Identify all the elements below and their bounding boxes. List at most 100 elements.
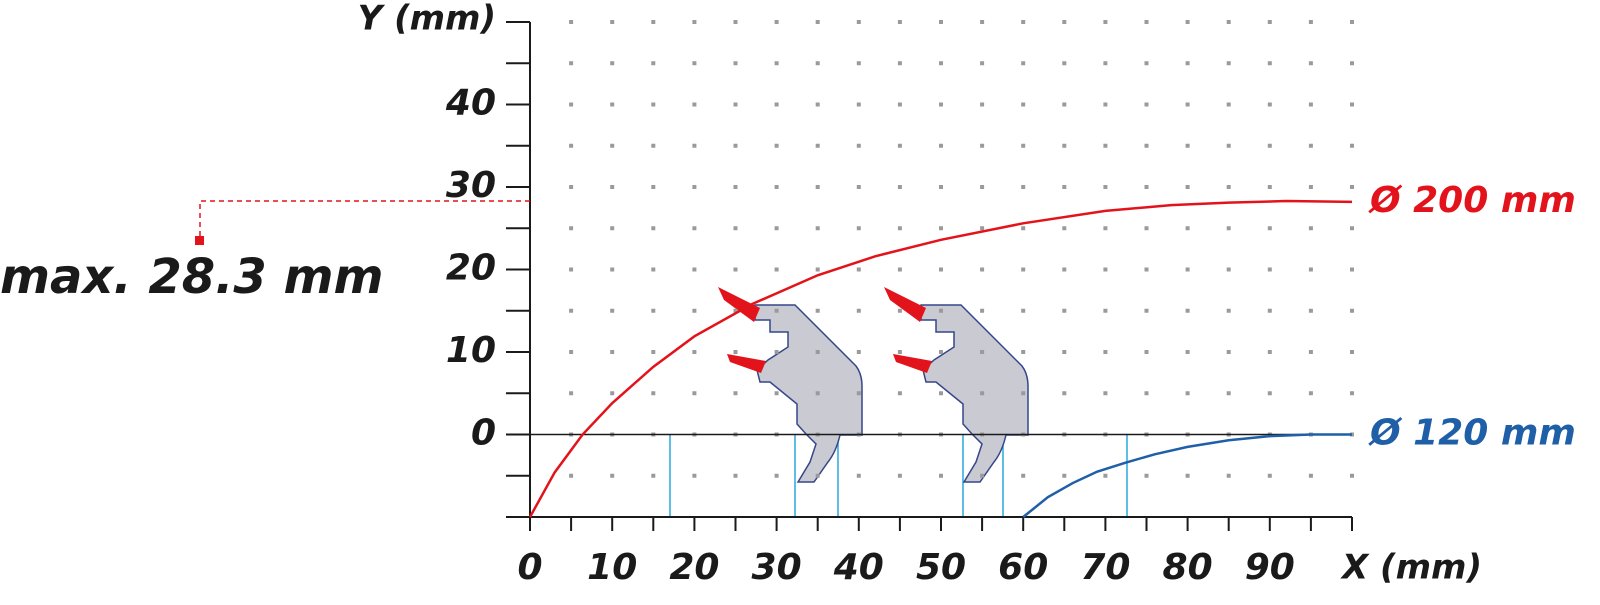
grid-dot: [1308, 226, 1313, 231]
grid-dot: [856, 226, 861, 231]
grid-dot: [1021, 226, 1026, 231]
x-tick-label: 0: [517, 547, 542, 588]
seal-profile: [718, 287, 863, 483]
grid-dot: [1021, 185, 1026, 189]
wiper-lip: [727, 354, 766, 373]
grid-dot: [1267, 185, 1272, 189]
grid-dot: [1144, 185, 1149, 189]
grid-dot: [939, 267, 943, 272]
grid-dot: [1103, 308, 1108, 313]
grid-dot: [651, 20, 656, 24]
grid-dot: [1350, 391, 1354, 396]
grid-dot: [651, 473, 656, 478]
grid-dot: [939, 473, 943, 478]
grid-dot: [1226, 143, 1231, 148]
grid-dot: [980, 267, 985, 272]
grid-dot: [651, 185, 656, 189]
grid-dot: [610, 20, 615, 24]
grid-dot: [610, 308, 615, 313]
annotation-marker: [195, 236, 204, 245]
grid-dot: [1267, 391, 1272, 396]
grid-dot: [733, 350, 738, 354]
legend-label: Ø 120 mm: [1368, 413, 1576, 454]
grid-dot: [1144, 102, 1149, 107]
grid-dot: [569, 308, 574, 313]
grid-dot: [569, 61, 574, 66]
grid-dot: [651, 61, 656, 66]
grid-dot: [1267, 226, 1272, 231]
y-tick-label: 30: [446, 165, 496, 206]
grid-dot: [610, 267, 615, 272]
grid-dot: [1062, 350, 1067, 354]
grid-dot: [610, 391, 615, 396]
grid-dot: [1103, 350, 1108, 354]
grid-dot: [1226, 61, 1231, 66]
grid-dot: [897, 350, 902, 354]
y-tick-label: 40: [445, 83, 496, 124]
grid-dot: [692, 267, 697, 272]
grid-dot: [1185, 20, 1190, 24]
y-tick-label: 20: [446, 248, 496, 289]
grid-dot: [1144, 308, 1149, 313]
x-tick-label: 70: [1080, 547, 1130, 588]
grid-dot: [980, 308, 985, 313]
grid-dot: [569, 226, 574, 231]
grid-dot: [856, 308, 861, 313]
wiper-lip: [893, 354, 932, 373]
grid-dot: [774, 20, 779, 24]
grid-dot: [1350, 61, 1354, 66]
grid-dot: [774, 102, 779, 107]
grid-dot: [774, 143, 779, 148]
grid-dot: [1308, 20, 1313, 24]
grid-dot: [733, 20, 738, 24]
grid-dot: [980, 350, 985, 354]
grid-dot: [733, 143, 738, 148]
grid-dot: [610, 350, 615, 354]
grid-dot: [1350, 350, 1354, 354]
grid-dot: [774, 185, 779, 189]
grid-dot: [980, 102, 985, 107]
grid-dot: [610, 473, 615, 478]
grid-dot: [815, 20, 820, 24]
grid-dot: [1226, 102, 1231, 107]
grid-dot: [980, 185, 985, 189]
x-tick-label: 50: [916, 547, 966, 588]
grid-dot: [897, 473, 902, 478]
grid-dot: [1144, 143, 1149, 148]
grid-dot: [1350, 143, 1354, 148]
grid-dot: [1350, 267, 1354, 272]
grid-dot: [569, 185, 574, 189]
grid-dot: [1062, 143, 1067, 148]
grid-dot: [815, 267, 820, 272]
grid-dot: [1062, 20, 1067, 24]
grid-dot: [774, 308, 779, 313]
grid-dot: [1350, 308, 1354, 313]
grid-dot: [939, 226, 943, 231]
x-tick-label: 20: [669, 547, 719, 588]
grid-dot: [1185, 350, 1190, 354]
grid-dot: [856, 391, 861, 396]
grid-dot: [569, 143, 574, 148]
grid-dot: [815, 143, 820, 148]
grid-dot: [1185, 391, 1190, 396]
grid-dot: [651, 226, 656, 231]
grid-dot: [1267, 143, 1272, 148]
profiles: [718, 287, 1029, 483]
grid-dot: [692, 61, 697, 66]
grid-dot: [651, 267, 656, 272]
grid-dot: [733, 473, 738, 478]
grid-dot: [1308, 143, 1313, 148]
grid-dot: [1103, 185, 1108, 189]
grid-dot: [1185, 61, 1190, 66]
grid-dot: [1350, 473, 1354, 478]
grid-dot: [1021, 20, 1026, 24]
grid-dot: [1350, 20, 1354, 24]
grid-dot: [1103, 102, 1108, 107]
series-line: [528, 199, 1353, 518]
grid-dot: [1062, 473, 1067, 478]
grid-dot: [692, 308, 697, 313]
legend-label: Ø 200 mm: [1368, 180, 1576, 221]
grid-dot: [774, 61, 779, 66]
grid-dot: [815, 226, 820, 231]
grid-dot: [897, 226, 902, 231]
